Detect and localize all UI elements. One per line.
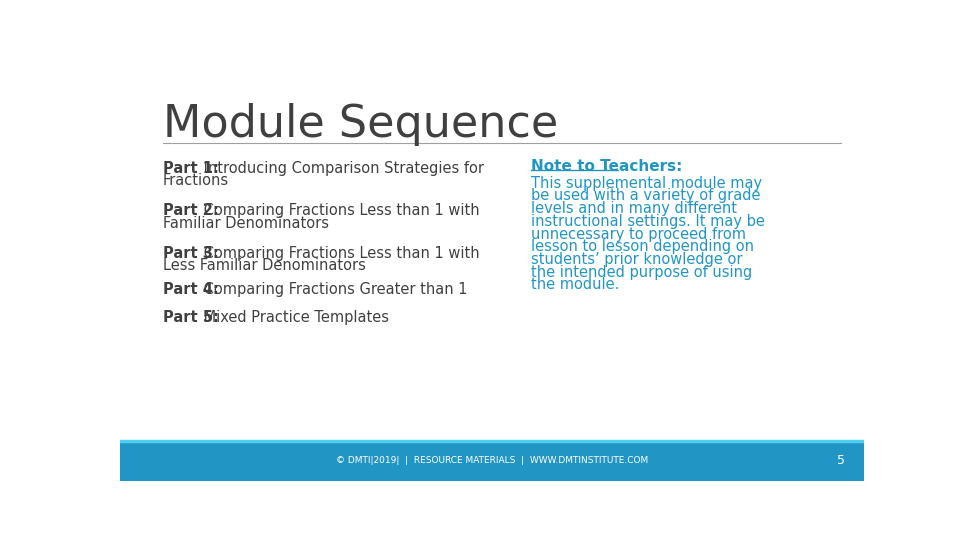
Text: Part 3:: Part 3: xyxy=(162,246,218,261)
Text: be used with a variety of grade: be used with a variety of grade xyxy=(531,188,760,204)
Text: levels and in many different: levels and in many different xyxy=(531,201,736,216)
Text: Less Familiar Denominators: Less Familiar Denominators xyxy=(162,258,366,273)
Text: the module.: the module. xyxy=(531,278,619,292)
Text: instructional settings. It may be: instructional settings. It may be xyxy=(531,214,764,229)
Text: Introducing Comparison Strategies for: Introducing Comparison Strategies for xyxy=(199,161,484,176)
Text: Note to Teachers:: Note to Teachers: xyxy=(531,159,683,174)
Text: lesson to lesson depending on: lesson to lesson depending on xyxy=(531,239,754,254)
Text: unnecessary to proceed from: unnecessary to proceed from xyxy=(531,226,746,241)
Text: Comparing Fractions Less than 1 with: Comparing Fractions Less than 1 with xyxy=(199,204,479,218)
Text: Part 4:: Part 4: xyxy=(162,282,218,297)
Text: Comparing Fractions Greater than 1: Comparing Fractions Greater than 1 xyxy=(199,282,467,297)
Text: This supplemental module may: This supplemental module may xyxy=(531,176,762,191)
Text: Comparing Fractions Less than 1 with: Comparing Fractions Less than 1 with xyxy=(199,246,479,261)
Text: students’ prior knowledge or: students’ prior knowledge or xyxy=(531,252,742,267)
Text: 5: 5 xyxy=(837,454,845,467)
Bar xyxy=(120,441,864,481)
Text: Fractions: Fractions xyxy=(162,173,228,188)
Text: Part 1:: Part 1: xyxy=(162,161,219,176)
Text: the intended purpose of using: the intended purpose of using xyxy=(531,265,752,280)
Text: Part 2:: Part 2: xyxy=(162,204,218,218)
Text: Module Sequence: Module Sequence xyxy=(162,103,558,146)
Text: © DMTI|2019|  |  RESOURCE MATERIALS  |  WWW.DMTINSTITUTE.COM: © DMTI|2019| | RESOURCE MATERIALS | WWW.… xyxy=(336,456,648,465)
Text: Mixed Practice Templates: Mixed Practice Templates xyxy=(199,309,389,325)
Text: Familiar Denominators: Familiar Denominators xyxy=(162,215,328,231)
Text: Part 5:: Part 5: xyxy=(162,309,219,325)
